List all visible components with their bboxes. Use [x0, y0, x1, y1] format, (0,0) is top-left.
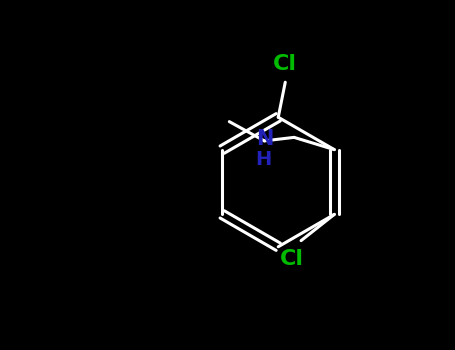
Text: Cl: Cl [273, 54, 297, 74]
Text: N: N [256, 129, 273, 149]
Text: H: H [255, 149, 271, 169]
Text: Cl: Cl [280, 249, 304, 269]
